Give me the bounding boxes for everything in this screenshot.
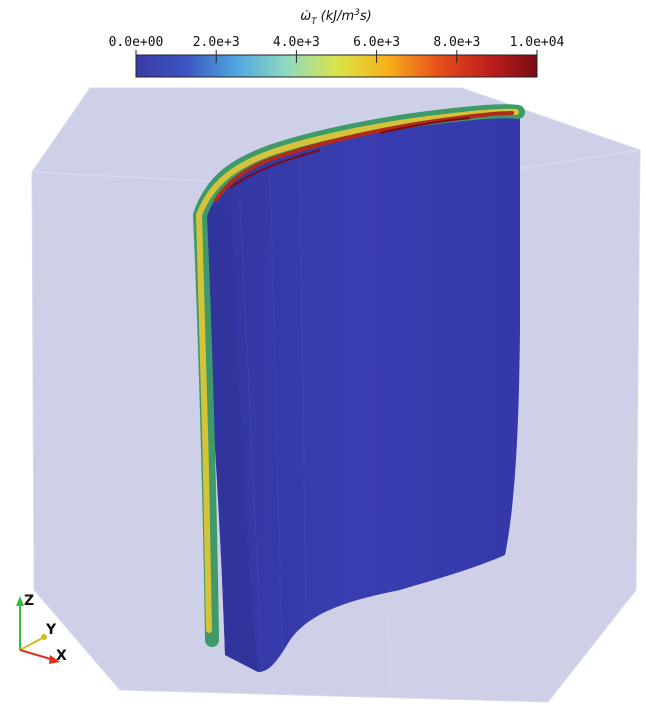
reaction-zone-yellow — [195, 108, 519, 633]
colorbar-tick-label: 1.0e+04 — [510, 35, 565, 50]
z-arrow — [16, 596, 24, 606]
x-label: X — [56, 648, 67, 664]
reaction-zone-dark — [229, 117, 471, 189]
box-edge — [33, 509, 97, 591]
y-label: Y — [45, 622, 57, 638]
title-units: (kJ/m — [321, 9, 354, 24]
z-label: Z — [24, 593, 34, 609]
title-units-end: s) — [360, 9, 372, 24]
x-axis — [19, 649, 55, 661]
colorbar-title: ω̇T (kJ/m3s) — [300, 8, 371, 27]
colorbar-tick-label: 2.0e+3 — [193, 35, 240, 50]
y-arrow — [41, 634, 47, 640]
title-symbol: ω̇ — [300, 9, 311, 24]
colorbar-ticks: 0.0e+00 2.0e+3 4.0e+3 6.0e+3 8.0e+3 1.0e+04 — [109, 35, 565, 63]
reaction-zone-red — [214, 111, 514, 202]
colorbar-tick-label: 8.0e+3 — [433, 35, 480, 50]
x-arrow — [49, 655, 60, 664]
flame-surface — [196, 111, 520, 672]
colorbar-tick-label: 6.0e+3 — [353, 35, 400, 50]
title-subscript: T — [311, 17, 318, 27]
axes-triad: Z Y X — [16, 593, 67, 664]
title-exponent: 3 — [354, 8, 360, 18]
colorbar-tick-label: 4.0e+3 — [273, 35, 320, 50]
colorbar — [135, 54, 538, 78]
flame-shade — [196, 200, 258, 672]
colorbar-tick-label: 0.0e+00 — [109, 35, 164, 50]
flame-stripe — [239, 159, 307, 669]
